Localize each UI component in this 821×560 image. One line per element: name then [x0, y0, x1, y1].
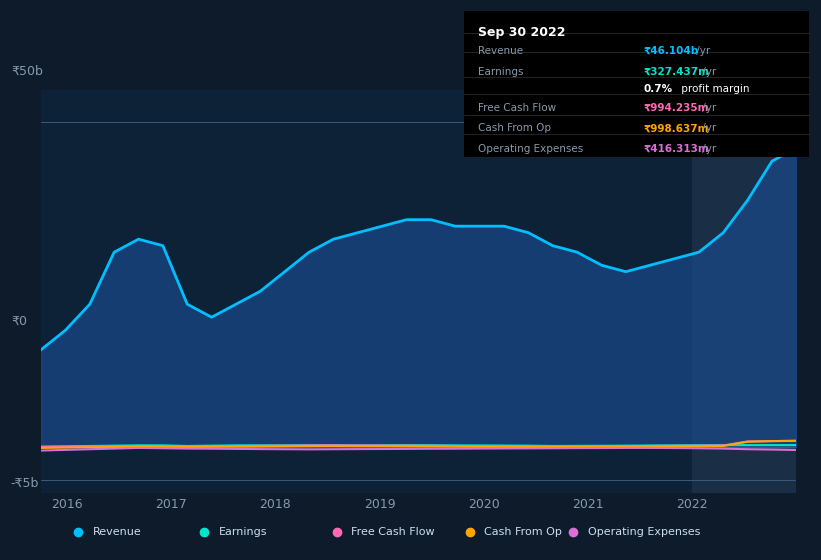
Text: ₹998.637m: ₹998.637m — [643, 123, 709, 133]
Text: Earnings: Earnings — [218, 527, 267, 537]
Text: Cash From Op: Cash From Op — [478, 123, 551, 133]
Text: Revenue: Revenue — [93, 527, 141, 537]
Text: ₹327.437m: ₹327.437m — [643, 67, 709, 77]
Text: ₹416.313m: ₹416.313m — [643, 144, 709, 153]
Text: /yr: /yr — [699, 103, 716, 113]
Text: Operating Expenses: Operating Expenses — [588, 527, 700, 537]
Text: Cash From Op: Cash From Op — [484, 527, 562, 537]
Text: ₹50b: ₹50b — [11, 64, 43, 77]
Text: /yr: /yr — [699, 67, 716, 77]
Text: Operating Expenses: Operating Expenses — [478, 144, 583, 153]
Text: /yr: /yr — [699, 144, 716, 153]
Text: /yr: /yr — [693, 46, 710, 56]
Text: Free Cash Flow: Free Cash Flow — [351, 527, 435, 537]
Bar — [692, 90, 796, 493]
Text: ₹994.235m: ₹994.235m — [643, 103, 709, 113]
Text: ₹46.104b: ₹46.104b — [643, 46, 699, 56]
Text: Earnings: Earnings — [478, 67, 523, 77]
Text: Revenue: Revenue — [478, 46, 523, 56]
Text: Free Cash Flow: Free Cash Flow — [478, 103, 556, 113]
Text: profit margin: profit margin — [677, 84, 749, 94]
Text: -₹5b: -₹5b — [11, 477, 39, 490]
Text: 0.7%: 0.7% — [643, 84, 672, 94]
Text: ₹0: ₹0 — [11, 315, 27, 328]
Text: Sep 30 2022: Sep 30 2022 — [478, 26, 565, 39]
Text: /yr: /yr — [699, 123, 716, 133]
